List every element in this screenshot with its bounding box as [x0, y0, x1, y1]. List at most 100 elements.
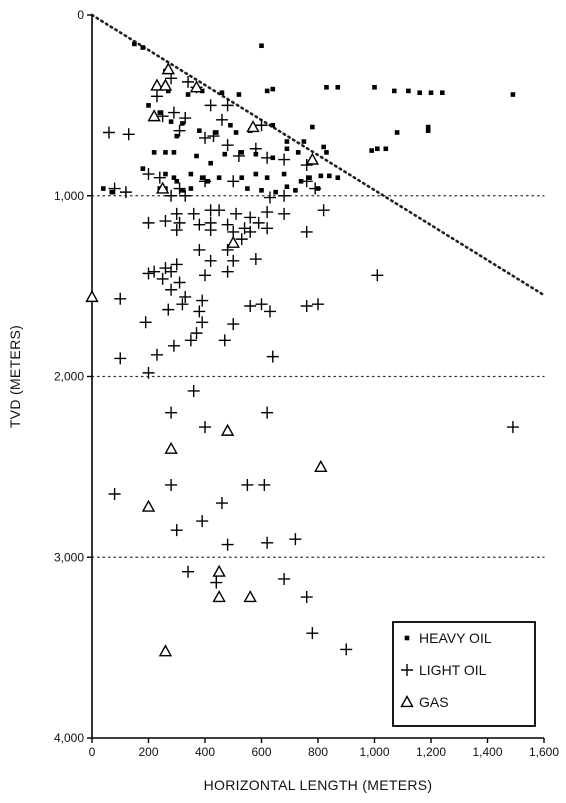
light-oil-point: [249, 142, 262, 155]
light-oil-point: [261, 151, 274, 164]
light-oil-point: [317, 204, 330, 217]
light-oil-point: [170, 258, 183, 271]
light-oil-point: [215, 497, 228, 510]
heavy-oil-point: [208, 160, 213, 166]
gas-point: [155, 181, 170, 194]
light-oil-point: [232, 149, 245, 162]
light-oil-point: [165, 189, 178, 202]
light-oil-point: [182, 565, 195, 578]
x-tick-label: 400: [195, 745, 215, 759]
light-oil-point: [173, 124, 186, 137]
light-oil-point: [153, 171, 166, 184]
heavy-oil-point: [273, 189, 278, 195]
heavy-oil-point: [199, 175, 205, 180]
light-oil-point: [244, 225, 257, 238]
x-axis-title: HORIZONTAL LENGTH (METERS): [204, 777, 433, 793]
light-oil-point: [227, 175, 240, 188]
light-oil-point: [278, 207, 291, 220]
heavy-oil-point: [425, 124, 431, 130]
light-oil-point: [227, 318, 240, 331]
heavy-oil-point: [188, 186, 194, 191]
series-gas: [85, 62, 328, 657]
light-oil-point: [266, 350, 279, 363]
light-oil-point: [204, 254, 217, 267]
light-oil-point: [204, 99, 217, 112]
legend-box: [392, 621, 536, 727]
heavy-oil-point: [222, 151, 228, 157]
gas-point: [305, 152, 320, 165]
light-oil-point: [196, 515, 209, 528]
heavy-oil-point: [109, 189, 115, 195]
gas-point: [220, 423, 235, 436]
legend-item-light-oil: LIGHT OIL: [401, 662, 487, 678]
x-tick-label: 1,600: [529, 745, 559, 759]
gas-point: [314, 459, 328, 472]
light-oil-point: [119, 186, 132, 199]
light-oil-point: [108, 182, 121, 195]
gas-point: [212, 590, 226, 603]
light-oil-point: [300, 175, 313, 188]
light-oil-point: [278, 572, 291, 585]
light-oil-point: [122, 128, 135, 141]
y-axis-ticks: 0 1,000 2,000 3,000 4,000: [54, 8, 92, 745]
light-oil-point: [371, 269, 384, 282]
heavy-oil-point: [264, 88, 270, 94]
x-tick-label: 800: [308, 745, 328, 759]
heavy-oil-point: [259, 188, 264, 193]
x-tick-label: 1,400: [472, 745, 502, 759]
light-oil-point: [173, 216, 186, 229]
light-oil-point: [230, 207, 243, 220]
light-oil-point: [193, 243, 206, 256]
heavy-oil-point: [151, 150, 157, 155]
light-oil-point: [142, 168, 155, 181]
light-oil-point: [179, 112, 192, 125]
series-heavy-oil: [101, 41, 516, 195]
light-oil-point: [221, 139, 234, 152]
heavy-oil-point: [270, 122, 276, 128]
light-oil-point: [150, 90, 163, 103]
light-oil-point: [108, 487, 121, 500]
light-oil-point: [199, 269, 211, 282]
light-oil-point: [261, 406, 274, 419]
light-oil-point: [278, 153, 291, 166]
heavy-oil-point: [165, 88, 171, 94]
light-oil-point: [300, 225, 313, 238]
x-tick-label: 1,200: [416, 745, 446, 759]
light-oil-point: [139, 316, 152, 329]
heavy-oil-point: [219, 90, 225, 96]
heavy-oil-point: [236, 92, 242, 97]
reference-trend-line: [90, 13, 546, 297]
light-oil-point: [300, 300, 313, 313]
heavy-oil-point: [318, 173, 324, 179]
heavy-oil-point: [391, 88, 397, 94]
heavy-oil-point: [216, 175, 222, 180]
legend-label-light-oil: LIGHT OIL: [419, 662, 487, 678]
heavy-oil-point: [406, 88, 411, 94]
gas-point: [243, 590, 257, 603]
light-oil-point: [235, 233, 248, 246]
light-oil-point: [244, 300, 257, 313]
light-oil-point: [221, 218, 234, 231]
light-oil-point: [221, 538, 234, 551]
heavy-oil-point: [163, 150, 168, 155]
data-points: [85, 41, 519, 657]
gas-point: [158, 644, 173, 657]
gas-point: [141, 499, 156, 512]
y-axis-title: TVD (METERS): [7, 325, 23, 428]
heavy-oil-point: [375, 146, 380, 152]
light-oil-point: [114, 292, 127, 305]
heavy-oil-point: [214, 130, 219, 135]
heavy-oil-point: [293, 188, 298, 193]
gas-point: [85, 290, 99, 303]
light-oil-point: [241, 478, 254, 491]
legend-item-gas: GAS: [400, 694, 449, 710]
light-oil-point: [215, 113, 228, 126]
heavy-oil-point: [324, 85, 329, 90]
light-oil-point: [184, 334, 197, 347]
x-tick-label: 600: [251, 745, 271, 759]
heavy-oil-point: [188, 171, 194, 177]
gas-point: [147, 109, 161, 122]
legend-item-heavy-oil: HEAVY OIL: [404, 630, 492, 646]
light-oil-point: [159, 215, 172, 228]
y-tick-label: 4,000: [54, 731, 84, 745]
